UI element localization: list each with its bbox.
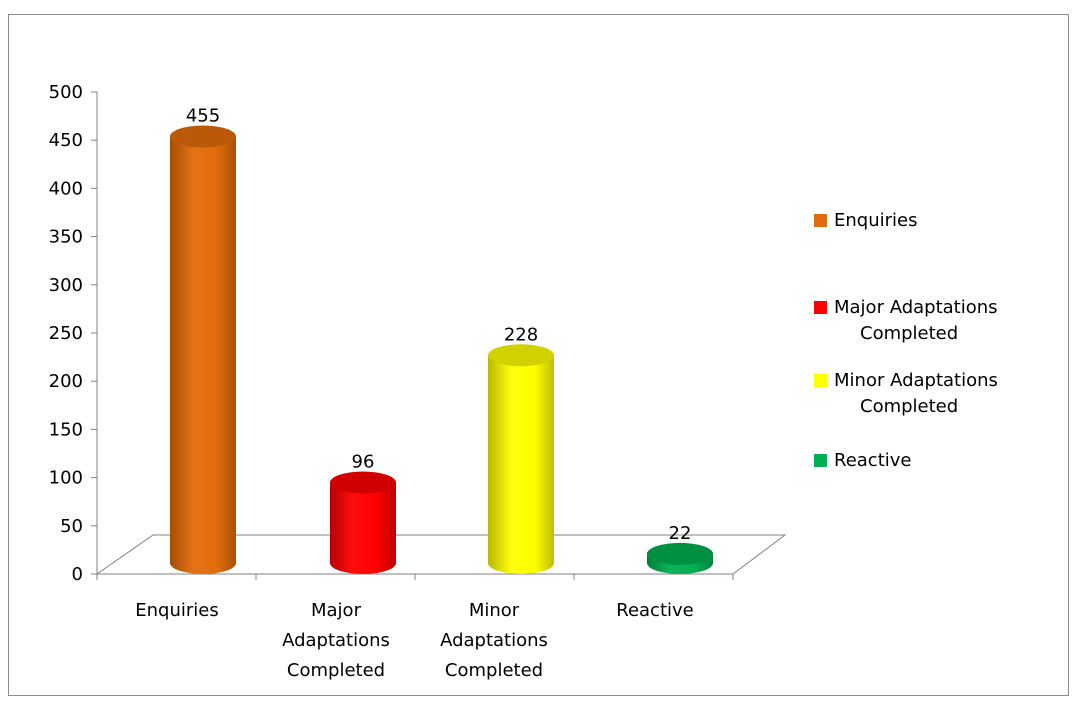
data-label-2: 228	[504, 324, 538, 345]
y-tick-label-0: 0	[72, 564, 83, 585]
category-label-0: Enquiries	[135, 600, 218, 621]
legend-swatch-1	[814, 301, 827, 314]
legend-label-0: Enquiries	[834, 210, 917, 231]
bar-0-top	[170, 125, 236, 148]
y-tick-label-200: 200	[49, 371, 83, 392]
bar-1-top	[330, 471, 396, 494]
legend-swatch-2	[814, 374, 827, 387]
legend-swatch-3	[814, 454, 827, 467]
bar-3-top	[647, 542, 713, 565]
legend-label-2: Minor Adaptations Completed	[834, 370, 998, 417]
y-tick-label-450: 450	[49, 130, 83, 151]
category-label-2: Minor Adaptations Completed	[440, 600, 548, 681]
labels: 455 96 228 22 Enquiries Major Adaptations Compl…	[135, 105, 693, 681]
y-tick-label-150: 150	[49, 419, 83, 440]
data-label-1: 96	[352, 452, 375, 473]
y-tick-label-400: 400	[49, 178, 83, 199]
legend: Enquiries Major Adaptations Completed Minor…	[814, 210, 998, 471]
y-tick-label-100: 100	[49, 468, 83, 489]
bar-2-top	[488, 344, 554, 367]
legend-swatch-0	[814, 214, 827, 227]
y-tick-label-50: 50	[60, 516, 83, 537]
bar-0-body	[170, 136, 236, 575]
bar-2-body	[488, 355, 554, 574]
category-label-3: Reactive	[616, 600, 693, 621]
axes: 0 50 100 150 200 250 300 350 400 450 500	[49, 82, 787, 585]
y-tick-label-250: 250	[49, 323, 83, 344]
data-label-3: 22	[669, 523, 692, 544]
bar-1-body	[330, 482, 396, 574]
data-label-0: 455	[186, 105, 220, 126]
category-label-1: Major Adaptations Completed	[282, 600, 390, 681]
bars	[170, 125, 713, 575]
y-tick-label-500: 500	[49, 82, 83, 103]
legend-label-1: Major Adaptations Completed	[834, 297, 998, 344]
legend-label-3: Reactive	[834, 450, 911, 471]
y-tick-label-300: 300	[49, 275, 83, 296]
y-tick-label-350: 350	[49, 227, 83, 248]
